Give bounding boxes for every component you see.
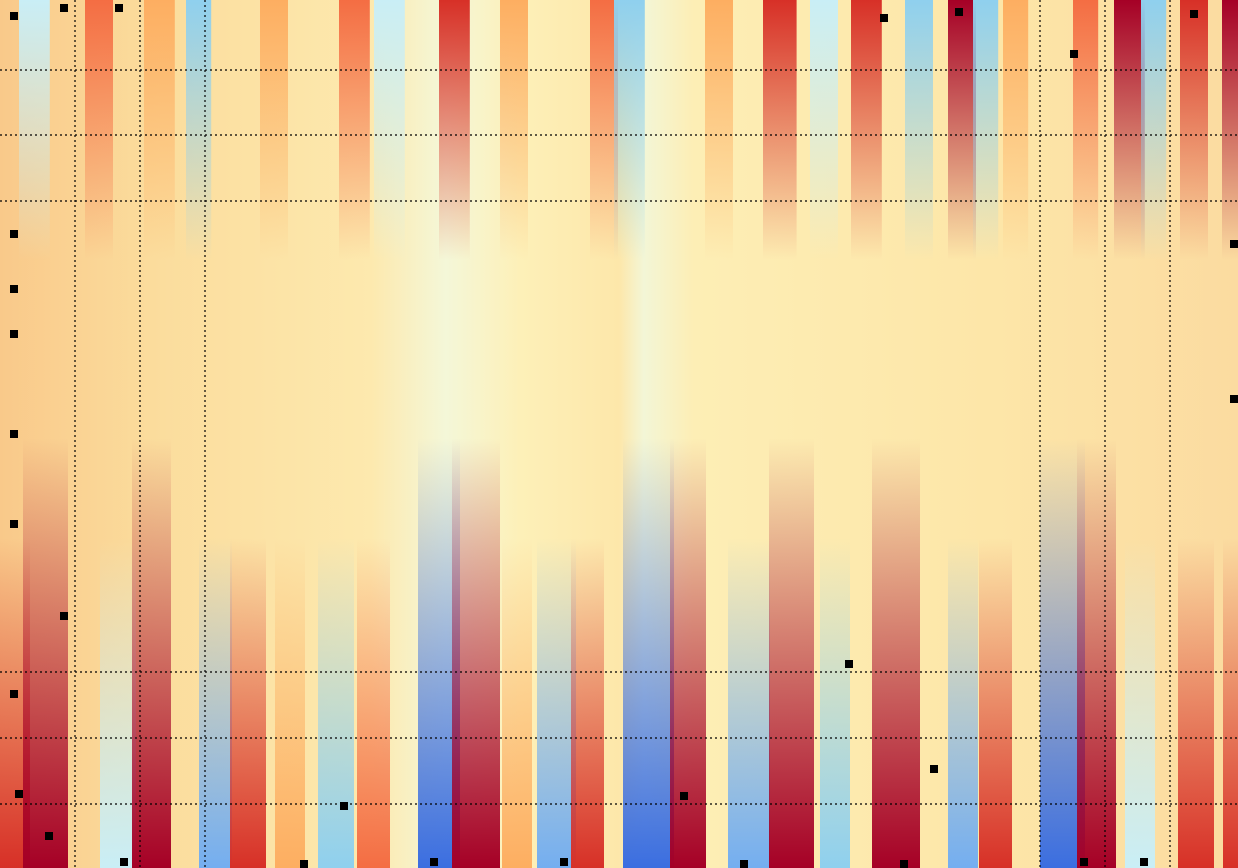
bottom-stripe <box>820 538 850 868</box>
bottom-stripe <box>769 438 814 868</box>
dead-pixel <box>1070 50 1078 58</box>
bottom-stripe <box>318 538 354 868</box>
dead-pixel <box>45 832 53 840</box>
bottom-stripe <box>1178 538 1214 868</box>
dead-pixel <box>1080 858 1088 866</box>
top-stripe <box>339 0 370 260</box>
top-stripe <box>705 0 733 260</box>
bottom-stripe <box>1125 538 1155 868</box>
dead-pixel <box>340 802 348 810</box>
dead-pixel <box>1230 240 1238 248</box>
dead-pixel <box>880 14 888 22</box>
dead-pixel <box>10 520 18 528</box>
bottom-stripe <box>230 538 266 868</box>
dead-pixel <box>955 8 963 16</box>
bottom-stripe <box>100 538 136 868</box>
top-stripe <box>186 0 212 260</box>
dead-pixel <box>740 860 748 868</box>
bottom-stripe <box>357 538 390 868</box>
top-stripe <box>1073 0 1099 260</box>
dead-pixel <box>10 430 18 438</box>
top-stripe <box>590 0 618 260</box>
top-stripe <box>973 0 999 260</box>
top-stripe <box>500 0 528 260</box>
dead-pixel <box>10 330 18 338</box>
top-stripe <box>260 0 288 260</box>
dead-pixel <box>560 858 568 866</box>
dead-pixel <box>430 858 438 866</box>
bottom-stripe <box>979 538 1012 868</box>
dead-pixel <box>300 860 308 868</box>
dead-pixel <box>60 612 68 620</box>
top-stripe <box>810 0 838 260</box>
dead-pixel <box>120 858 128 866</box>
top-stripe <box>1003 0 1029 260</box>
top-stripe <box>1114 0 1145 260</box>
dead-pixel <box>1230 395 1238 403</box>
dead-pixel <box>845 660 853 668</box>
bottom-stripe <box>132 438 171 868</box>
dead-pixel <box>10 285 18 293</box>
top-stripe <box>905 0 933 260</box>
bottom-stripe <box>199 538 232 868</box>
top-stripe <box>374 0 405 260</box>
bottom-stripe <box>1223 538 1238 868</box>
bottom-stripe <box>502 538 532 868</box>
top-stripe <box>1141 0 1167 260</box>
bottom-stripe <box>623 438 674 868</box>
dead-pixel <box>930 765 938 773</box>
top-stripe <box>851 0 882 260</box>
bottom-stripe <box>537 538 576 868</box>
top-stripe <box>439 0 470 260</box>
dead-pixel <box>15 790 23 798</box>
dead-pixel <box>10 690 18 698</box>
top-stripe <box>1222 0 1238 260</box>
dead-pixel <box>1190 10 1198 18</box>
dead-pixel <box>1140 858 1148 866</box>
bottom-stripe <box>948 538 978 868</box>
dead-pixel <box>680 792 688 800</box>
top-stripe <box>85 0 113 260</box>
bottom-stripe <box>452 438 500 868</box>
top-stripe <box>1180 0 1208 260</box>
top-stripe <box>19 0 50 260</box>
dead-pixel <box>10 12 18 20</box>
bottom-stripe <box>728 538 770 868</box>
dead-pixel <box>115 4 123 12</box>
bottom-stripe <box>1077 438 1116 868</box>
bottom-stripe <box>275 538 305 868</box>
bottom-stripe <box>571 538 604 868</box>
top-stripe <box>948 0 976 260</box>
dead-pixel <box>900 860 908 868</box>
dead-pixel <box>60 4 68 12</box>
bottom-stripe <box>872 438 920 868</box>
top-stripe <box>144 0 175 260</box>
dead-pixel <box>10 230 18 238</box>
top-stripe <box>614 0 645 260</box>
top-stripe <box>763 0 797 260</box>
bottom-stripe <box>23 438 68 868</box>
